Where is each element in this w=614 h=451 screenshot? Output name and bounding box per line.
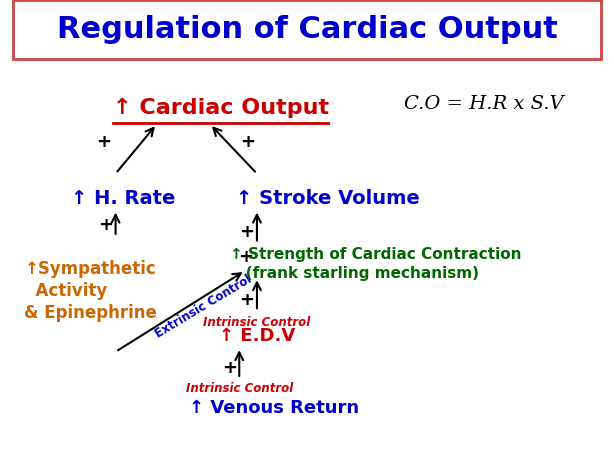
Text: +: +	[222, 359, 237, 377]
Text: +: +	[241, 133, 255, 151]
Text: +: +	[96, 133, 111, 151]
Text: ↑ Cardiac Output: ↑ Cardiac Output	[112, 98, 328, 118]
Text: ↑ Venous Return: ↑ Venous Return	[189, 399, 359, 417]
Text: +: +	[239, 291, 254, 309]
Text: +: +	[239, 223, 254, 241]
Text: Extrinsic Control: Extrinsic Control	[154, 273, 255, 341]
Text: Intrinsic Control: Intrinsic Control	[203, 316, 311, 329]
Text: Intrinsic Control: Intrinsic Control	[185, 382, 293, 395]
Text: +: +	[98, 216, 113, 235]
Text: ↑ Strength of Cardiac Contraction
   (frank starling mechanism): ↑ Strength of Cardiac Contraction (frank…	[230, 247, 522, 281]
Text: Regulation of Cardiac Output: Regulation of Cardiac Output	[56, 15, 558, 44]
Text: ↑ H. Rate: ↑ H. Rate	[71, 189, 176, 208]
FancyBboxPatch shape	[12, 0, 602, 59]
Text: +: +	[238, 248, 252, 266]
Text: ↑ E.D.V: ↑ E.D.V	[219, 327, 295, 345]
Text: C.O = H.R x S.V: C.O = H.R x S.V	[404, 95, 564, 113]
Text: ↑ Stroke Volume: ↑ Stroke Volume	[236, 189, 420, 208]
Text: ↑Sympathetic
  Activity
& Epinephrine: ↑Sympathetic Activity & Epinephrine	[25, 260, 157, 322]
